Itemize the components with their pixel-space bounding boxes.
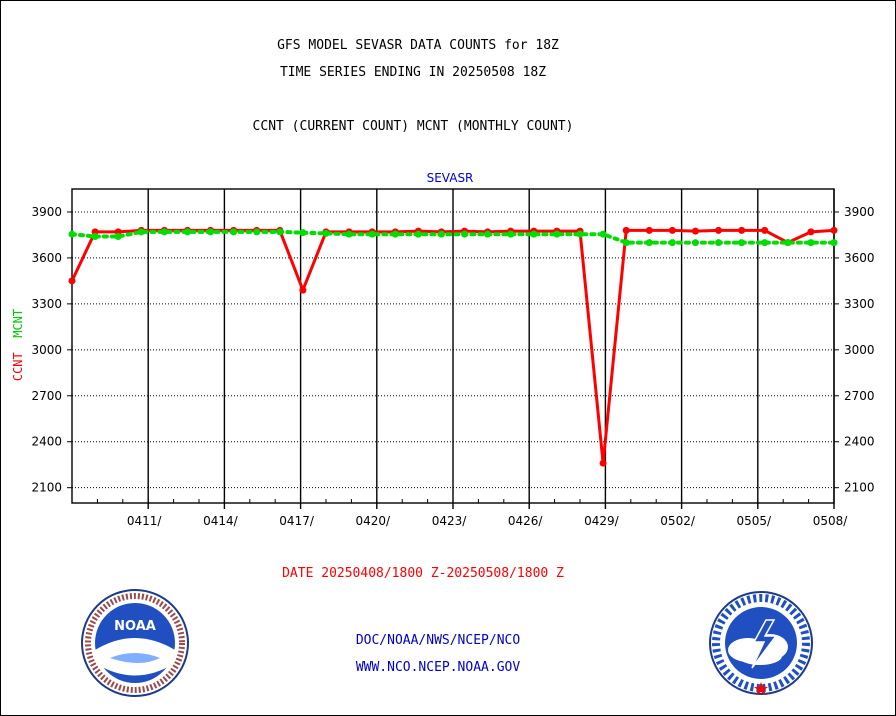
org-label: DOC/NOAA/NWS/NCEP/NCO <box>355 633 521 648</box>
y-tick-label-right: 3600 <box>844 251 875 265</box>
data-point-mcnt <box>137 228 145 236</box>
data-point-mcnt <box>461 230 469 238</box>
y-tick-label: 3000 <box>31 343 62 357</box>
data-point-mcnt <box>368 230 376 238</box>
data-point-ccnt <box>645 226 653 234</box>
y-tick-label-right: 3300 <box>844 297 875 311</box>
y-tick-label: 2100 <box>31 481 62 495</box>
y-tick-label: 3600 <box>31 251 62 265</box>
y-tick-label: 2700 <box>31 389 62 403</box>
data-point-mcnt <box>645 239 653 247</box>
data-point-mcnt <box>622 239 630 247</box>
plot-frame <box>71 188 835 504</box>
data-point-mcnt <box>230 228 238 236</box>
noaa-logo-text: NOAA <box>114 619 156 634</box>
plot-title: SEVASR <box>426 171 474 185</box>
data-point-mcnt <box>253 228 261 236</box>
y-tick-label-right: 2400 <box>844 435 875 449</box>
series-line-mcnt <box>70 229 836 245</box>
data-point-ccnt <box>691 227 699 235</box>
website-label: WWW.NCO.NCEP.NOAA.GOV <box>355 660 521 675</box>
data-point-mcnt <box>322 229 330 237</box>
data-point-mcnt <box>830 239 838 247</box>
x-tick-label: 0429/ <box>584 514 620 528</box>
x-tick-label: 0505/ <box>737 514 773 528</box>
y-tick-label: 3300 <box>31 297 62 311</box>
data-point-mcnt <box>276 228 284 236</box>
data-point-mcnt <box>299 229 307 237</box>
x-tick-label: 0426/ <box>508 514 544 528</box>
data-point-ccnt <box>622 226 630 234</box>
noaa-logo-icon: NOAA <box>81 589 189 697</box>
x-tick-label: 0417/ <box>279 514 315 528</box>
x-tick-label: 0420/ <box>356 514 392 528</box>
data-point-ccnt <box>715 226 723 234</box>
data-point-mcnt <box>68 230 76 238</box>
data-point-mcnt <box>391 230 399 238</box>
chart-title-line1: GFS MODEL SEVASR DATA COUNTS for 18Z <box>277 38 559 53</box>
data-point-mcnt <box>738 239 746 247</box>
data-point-mcnt <box>668 239 676 247</box>
data-point-mcnt <box>414 230 422 238</box>
date-range-label: DATE 20250408/1800 Z-20250508/1800 Z <box>282 566 564 581</box>
y-tick-label: 2400 <box>31 435 62 449</box>
data-point-ccnt <box>599 459 607 467</box>
data-point-mcnt <box>437 230 445 238</box>
data-point-mcnt <box>183 228 191 236</box>
data-point-mcnt <box>114 232 122 240</box>
data-point-ccnt <box>738 226 746 234</box>
data-point-mcnt <box>715 239 723 247</box>
data-point-mcnt <box>691 239 699 247</box>
data-point-mcnt <box>553 230 561 238</box>
y-tick-label-right: 3900 <box>844 205 875 219</box>
data-point-mcnt <box>530 230 538 238</box>
data-point-mcnt <box>784 239 792 247</box>
chart-title-line2: TIME SERIES ENDING IN 20250508 18Z <box>279 65 547 80</box>
data-point-ccnt <box>830 226 838 234</box>
data-point-ccnt <box>299 286 307 294</box>
data-point-mcnt <box>807 239 815 247</box>
data-point-ccnt <box>68 277 76 285</box>
data-point-mcnt <box>345 230 353 238</box>
data-point-ccnt <box>807 228 815 236</box>
y-tick-label-right: 3000 <box>844 343 875 357</box>
chart-subtitle: CCNT (CURRENT COUNT) MCNT (MONTHLY COUNT… <box>252 119 574 134</box>
x-tick-label: 0423/ <box>432 514 468 528</box>
nws-logo-icon <box>709 591 813 695</box>
x-tick-label: 0411/ <box>127 514 163 528</box>
x-tick-label: 0508/ <box>813 514 849 528</box>
x-tick-label: 0414/ <box>203 514 239 528</box>
data-point-ccnt <box>668 226 676 234</box>
data-point-mcnt <box>507 230 515 238</box>
x-tick-label: 0502/ <box>660 514 696 528</box>
data-point-mcnt <box>160 228 168 236</box>
data-point-mcnt <box>91 232 99 240</box>
y-tick-label-right: 2100 <box>844 481 875 495</box>
y-tick-label-right: 2700 <box>844 389 875 403</box>
data-point-mcnt <box>576 230 584 238</box>
data-point-mcnt <box>207 228 215 236</box>
data-point-mcnt <box>599 230 607 238</box>
y-tick-label: 3900 <box>31 205 62 219</box>
data-point-mcnt <box>484 230 492 238</box>
data-point-mcnt <box>761 239 769 247</box>
data-point-ccnt <box>761 226 769 234</box>
